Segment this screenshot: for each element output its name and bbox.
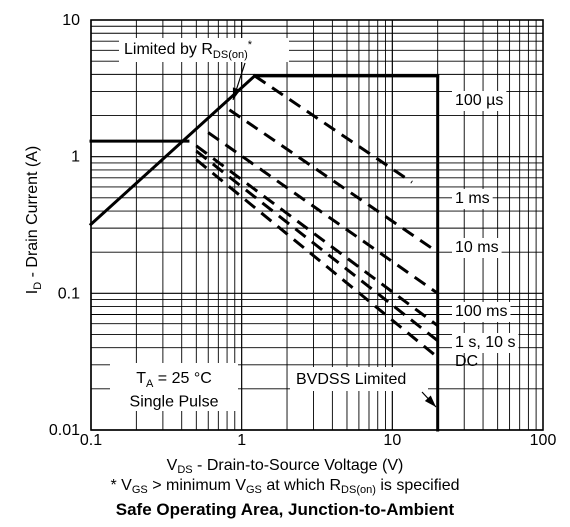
series-line-3 (195, 144, 439, 327)
x-tick-label: 100 (530, 432, 557, 449)
series-line-5 (195, 158, 439, 359)
label-box-bvdss (290, 367, 428, 391)
annotation-single-pulse: Single Pulse (130, 393, 219, 410)
series-label-5: DC (455, 353, 478, 370)
y-tick-label: 0.1 (58, 285, 80, 302)
series-line-4 (195, 149, 439, 342)
y-tick-label: 10 (62, 12, 80, 29)
line-rds-on-limit (88, 73, 257, 227)
arrow-rds-on-head (232, 87, 241, 100)
series-label-box-2 (452, 238, 502, 258)
series-label-0: 100 µs (455, 92, 503, 109)
series-label-box-1 (452, 189, 493, 209)
series-line-1 (228, 108, 439, 254)
x-axis-label: VDS - Drain-to-Source Voltage (V) (166, 457, 404, 476)
annotation-rds-on: Limited by RDS(on)* (124, 39, 253, 61)
label-boxes (110, 38, 519, 411)
label-box-rds-on (119, 38, 289, 62)
x-tick-label: 10 (383, 432, 401, 449)
series-label-box-3 (452, 302, 511, 322)
series-line-2 (207, 131, 439, 295)
y-axis-label: ID - Drain Current (A) (24, 146, 44, 294)
series-label-3: 100 ms (455, 303, 507, 320)
y-tick-label: 1 (71, 149, 80, 166)
series-label-4: 1 s, 10 s (455, 334, 515, 351)
chart-title: Safe Operating Area, Junction-to-Ambient (115, 500, 455, 519)
series-label-1: 1 ms (455, 190, 490, 207)
x-tick-label: 0.1 (80, 432, 102, 449)
series-label-box-4 (452, 333, 519, 353)
x-tick-label: 1 (237, 432, 246, 449)
arrow-bvdss-head (424, 395, 436, 407)
annotations: Limited by RDS(on)* TA = 25 °C Single Pu… (124, 39, 515, 410)
series-label-box-0 (452, 91, 507, 111)
y-tick-label: 0.01 (49, 422, 80, 439)
series-line-0 (253, 74, 413, 184)
series-label-2: 10 ms (455, 239, 499, 256)
footnote: * VGS > minimum VGS at which RDS(on) is … (110, 477, 460, 496)
annotation-ta: TA = 25 °C (136, 370, 212, 390)
label-box-ta (110, 363, 238, 411)
plot-marks (88, 62, 440, 432)
annotation-bvdss: BVDSS Limited (296, 371, 406, 388)
